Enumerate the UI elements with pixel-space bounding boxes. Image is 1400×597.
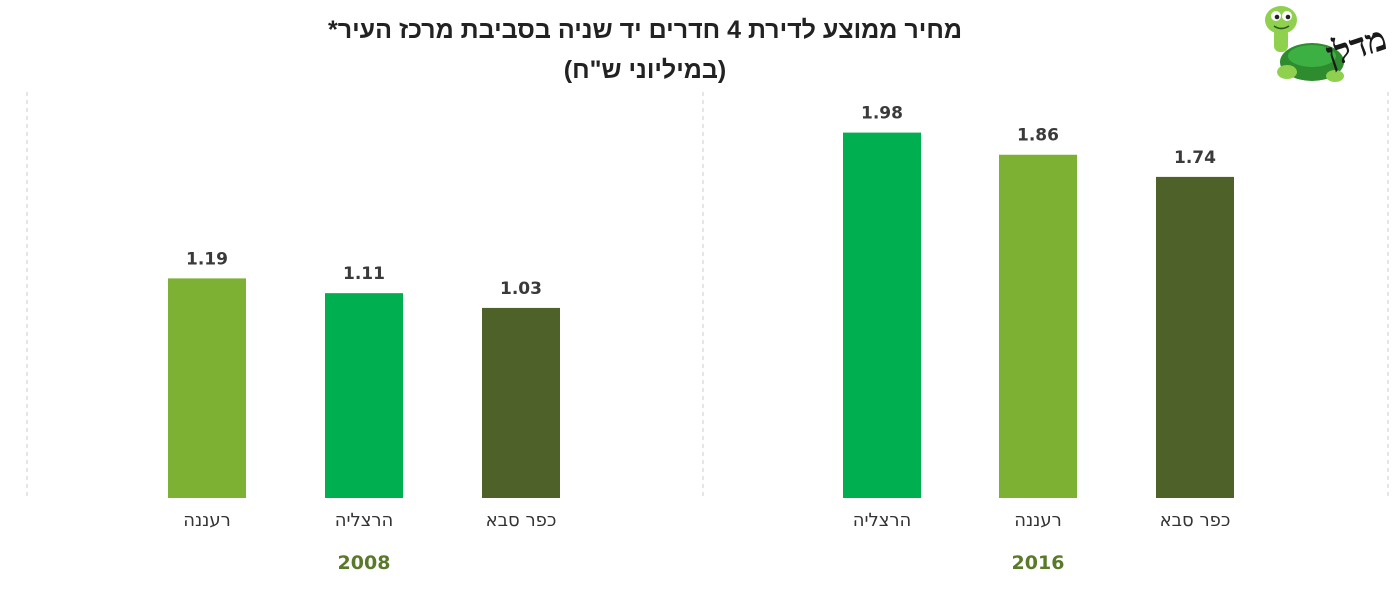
turtle-icon (1265, 6, 1344, 82)
logo: מדלן (1265, 6, 1392, 82)
bar-2008-3 (482, 307, 560, 498)
value-label-2008-3: 1.03 (500, 279, 542, 299)
category-label-2008-2: הרצליה (335, 510, 394, 531)
value-label-2016-1: 1.98 (861, 104, 903, 124)
logo-text: מדלן (1321, 18, 1391, 75)
category-label-2016-1: הרצליה (853, 510, 912, 531)
value-label-2016-2: 1.86 (1017, 126, 1059, 146)
value-label-2008-2: 1.11 (343, 264, 385, 284)
chart-subtitle: (במיליוני ש"ח) (564, 56, 727, 84)
category-label-2008-1: רעננה (183, 510, 231, 531)
bar-2016-1 (843, 132, 921, 498)
category-label-2008-3: כפר סבא (486, 510, 557, 531)
year-label-2016: 2016 (1012, 552, 1065, 574)
bar-2016-2 (999, 154, 1077, 498)
bars-layer: 1.98 הרצליה 1.86 רעננה 1.74 כפר סבא 2016 1.19 רע… (168, 104, 1234, 574)
category-label-2016-3: כפר סבא (1160, 510, 1231, 531)
bar-2016-3 (1156, 176, 1234, 498)
bar-2008-2 (325, 293, 403, 498)
bar-2008-1 (168, 278, 246, 498)
value-label-2016-3: 1.74 (1174, 148, 1216, 168)
year-label-2008: 2008 (338, 552, 391, 574)
chart-title: מחיר ממוצע לדירת 4 חדרים יד שניה בסביבת … (328, 16, 962, 44)
category-label-2016-2: רעננה (1014, 510, 1062, 531)
value-label-2008-1: 1.19 (186, 249, 228, 269)
